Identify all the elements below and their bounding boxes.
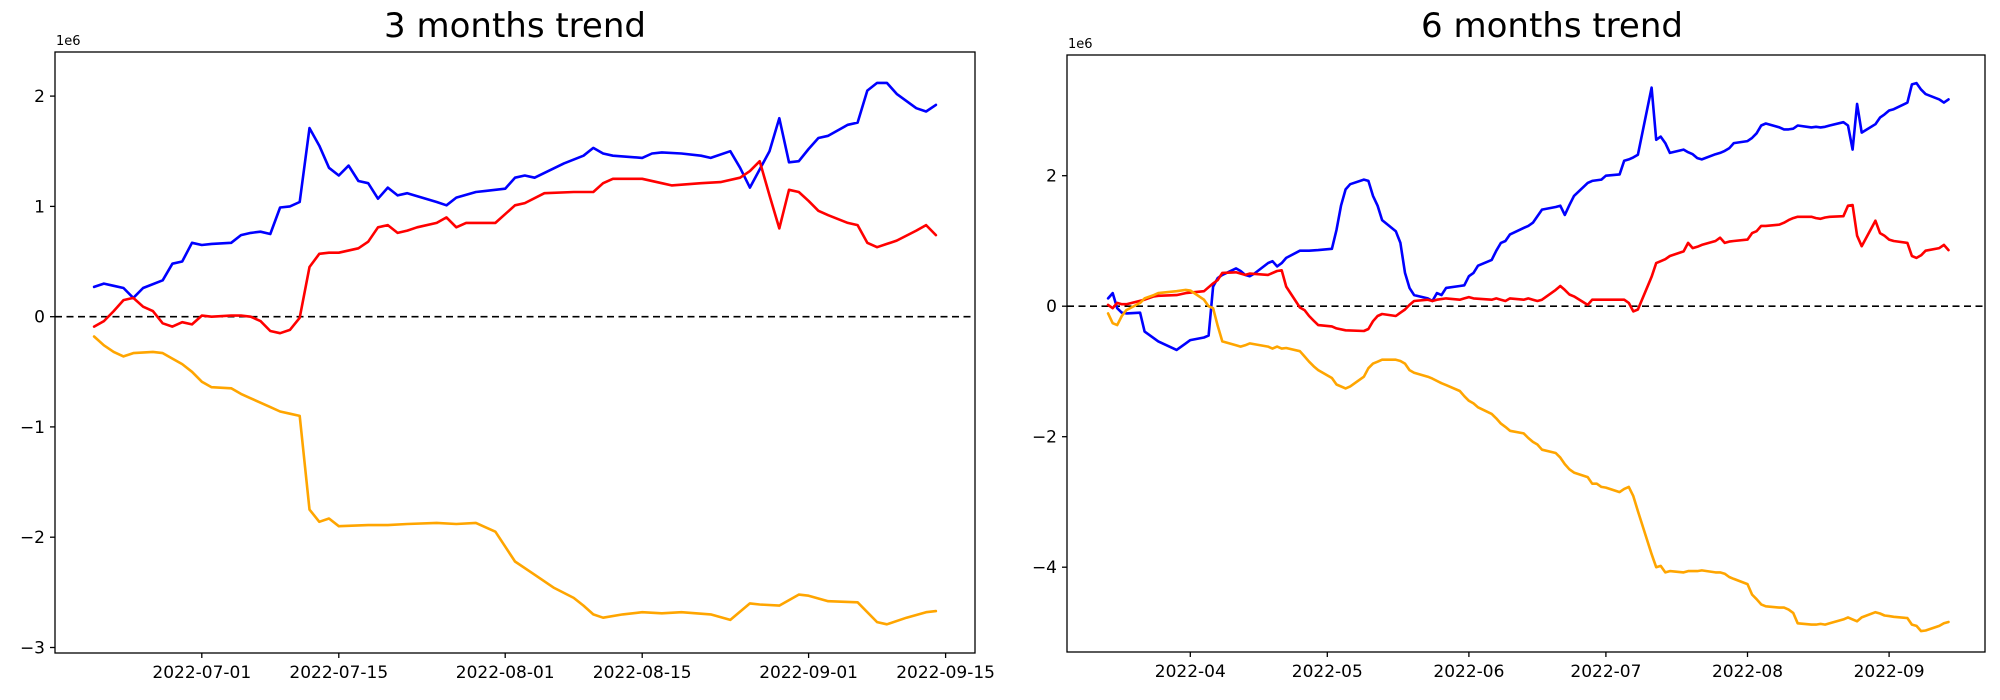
- y-tick-label: 2: [1046, 167, 1057, 187]
- series-line-orange: [1106, 288, 1950, 633]
- series-line-blue: [92, 81, 938, 300]
- y-tick-label: −1: [20, 418, 45, 438]
- plot-frame: [54, 51, 976, 654]
- x-tick-label: 2022-09: [1854, 662, 1925, 682]
- x-tick-label: 2022-06: [1433, 662, 1504, 682]
- y-tick-label: 1: [34, 197, 45, 217]
- y-tick-label: −2: [1032, 428, 1057, 448]
- x-tick-label: 2022-07-15: [289, 663, 388, 683]
- y-axis-offset-label: 1e6: [1068, 37, 1093, 52]
- y-tick-label: 0: [34, 308, 45, 328]
- plot-area-svg: 2022-07-01 2022-07-15 2022-08-01 2022-08-15…: [20, 34, 995, 683]
- y-tick-label: 0: [1046, 297, 1057, 317]
- x-tick-label: 2022-08-15: [593, 663, 692, 683]
- chart-title-text: 3 months trend: [384, 6, 646, 46]
- plot-area-svg: 2022-04 2022-05 2022-06 2022-07 2022-08 2022-…: [1032, 37, 1986, 682]
- x-tick-label: 2022-08: [1712, 662, 1783, 682]
- x-tick-label: 2022-07: [1570, 662, 1641, 682]
- chart-title: 6 months trend: [1052, 6, 2000, 46]
- chart-title-text: 6 months trend: [1421, 6, 1683, 46]
- y-tick-label: −3: [20, 639, 45, 659]
- y-tick-label: −2: [20, 528, 45, 548]
- plot-frame: [1066, 54, 1986, 653]
- chart-6-months-trend: 6 months trend 2022-04 2022-05 2022-06 2022…: [1000, 0, 2000, 700]
- x-tick-label: 2022-09-15: [896, 663, 995, 683]
- series-line-red: [1106, 203, 1950, 333]
- chart-3-months-trend: 3 months trend 2022-07-01 2022-07-15 2022-…: [20, 7, 995, 683]
- x-tick-label: 2022-05: [1292, 662, 1363, 682]
- series-line-red: [92, 159, 938, 335]
- y-axis-offset-label: 1e6: [56, 34, 81, 49]
- x-tick-label: 2022-08-01: [456, 663, 555, 683]
- x-tick-label: 2022-04: [1155, 662, 1226, 682]
- x-tick-label: 2022-09-01: [759, 663, 858, 683]
- series-line-orange: [92, 335, 938, 626]
- chart-title: 3 months trend: [15, 6, 1015, 46]
- y-tick-label: −4: [1032, 558, 1057, 578]
- x-tick-label: 2022-07-01: [152, 663, 251, 683]
- series-line-blue: [1106, 81, 1950, 352]
- y-tick-label: 2: [34, 87, 45, 107]
